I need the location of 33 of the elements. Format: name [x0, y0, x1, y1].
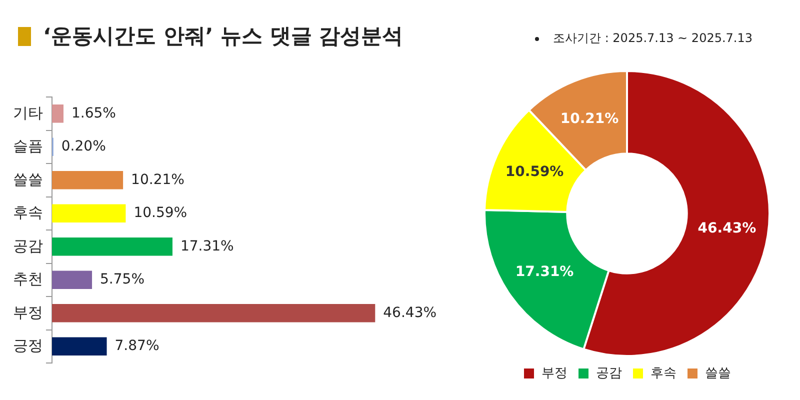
bar — [52, 104, 64, 123]
bar — [52, 204, 126, 223]
bar — [52, 270, 92, 290]
legend-label: 공감 — [596, 365, 622, 380]
legend-label: 쓸쓸 — [705, 365, 731, 380]
y-tick-label: 후속 — [13, 204, 43, 222]
data-label: 17.31% — [180, 238, 234, 254]
data-label: 7.87% — [114, 338, 160, 354]
y-tick-label: 공감 — [13, 238, 43, 255]
y-tick-label: 긍정 — [13, 338, 43, 355]
y-tick-label: 슬픔 — [13, 138, 43, 156]
legend-label: 부정 — [542, 365, 568, 380]
y-tick-label: 추천 — [13, 271, 43, 288]
bar — [52, 170, 124, 190]
data-label: 0.20% — [61, 138, 106, 155]
data-label: 10.21% — [131, 172, 184, 188]
data-label: 5.75% — [100, 272, 145, 288]
data-label: 46.43% — [383, 304, 437, 321]
data-label: 17.31% — [515, 264, 574, 280]
text: 조사기간 : 2025.7.13 ~ 2025.7.13 — [553, 30, 752, 47]
data-label: 10.21% — [560, 111, 619, 128]
data-label: 46.43% — [698, 220, 756, 237]
bar — [52, 237, 172, 256]
y-tick-label: 쓸쓸 — [13, 171, 43, 188]
legend-label: 후속 — [650, 365, 676, 380]
bar — [52, 337, 107, 356]
data-label: 1.65% — [71, 105, 116, 122]
data-label: 10.59% — [505, 164, 564, 180]
y-tick-label: 기타 — [13, 104, 43, 122]
bar — [52, 304, 376, 322]
chart-title: ‘운동시간도 안줘’ 뉴스 댓글 감성분석 — [43, 23, 404, 50]
data-label: 10.59% — [134, 205, 188, 222]
y-tick-label: 부정 — [13, 304, 43, 322]
